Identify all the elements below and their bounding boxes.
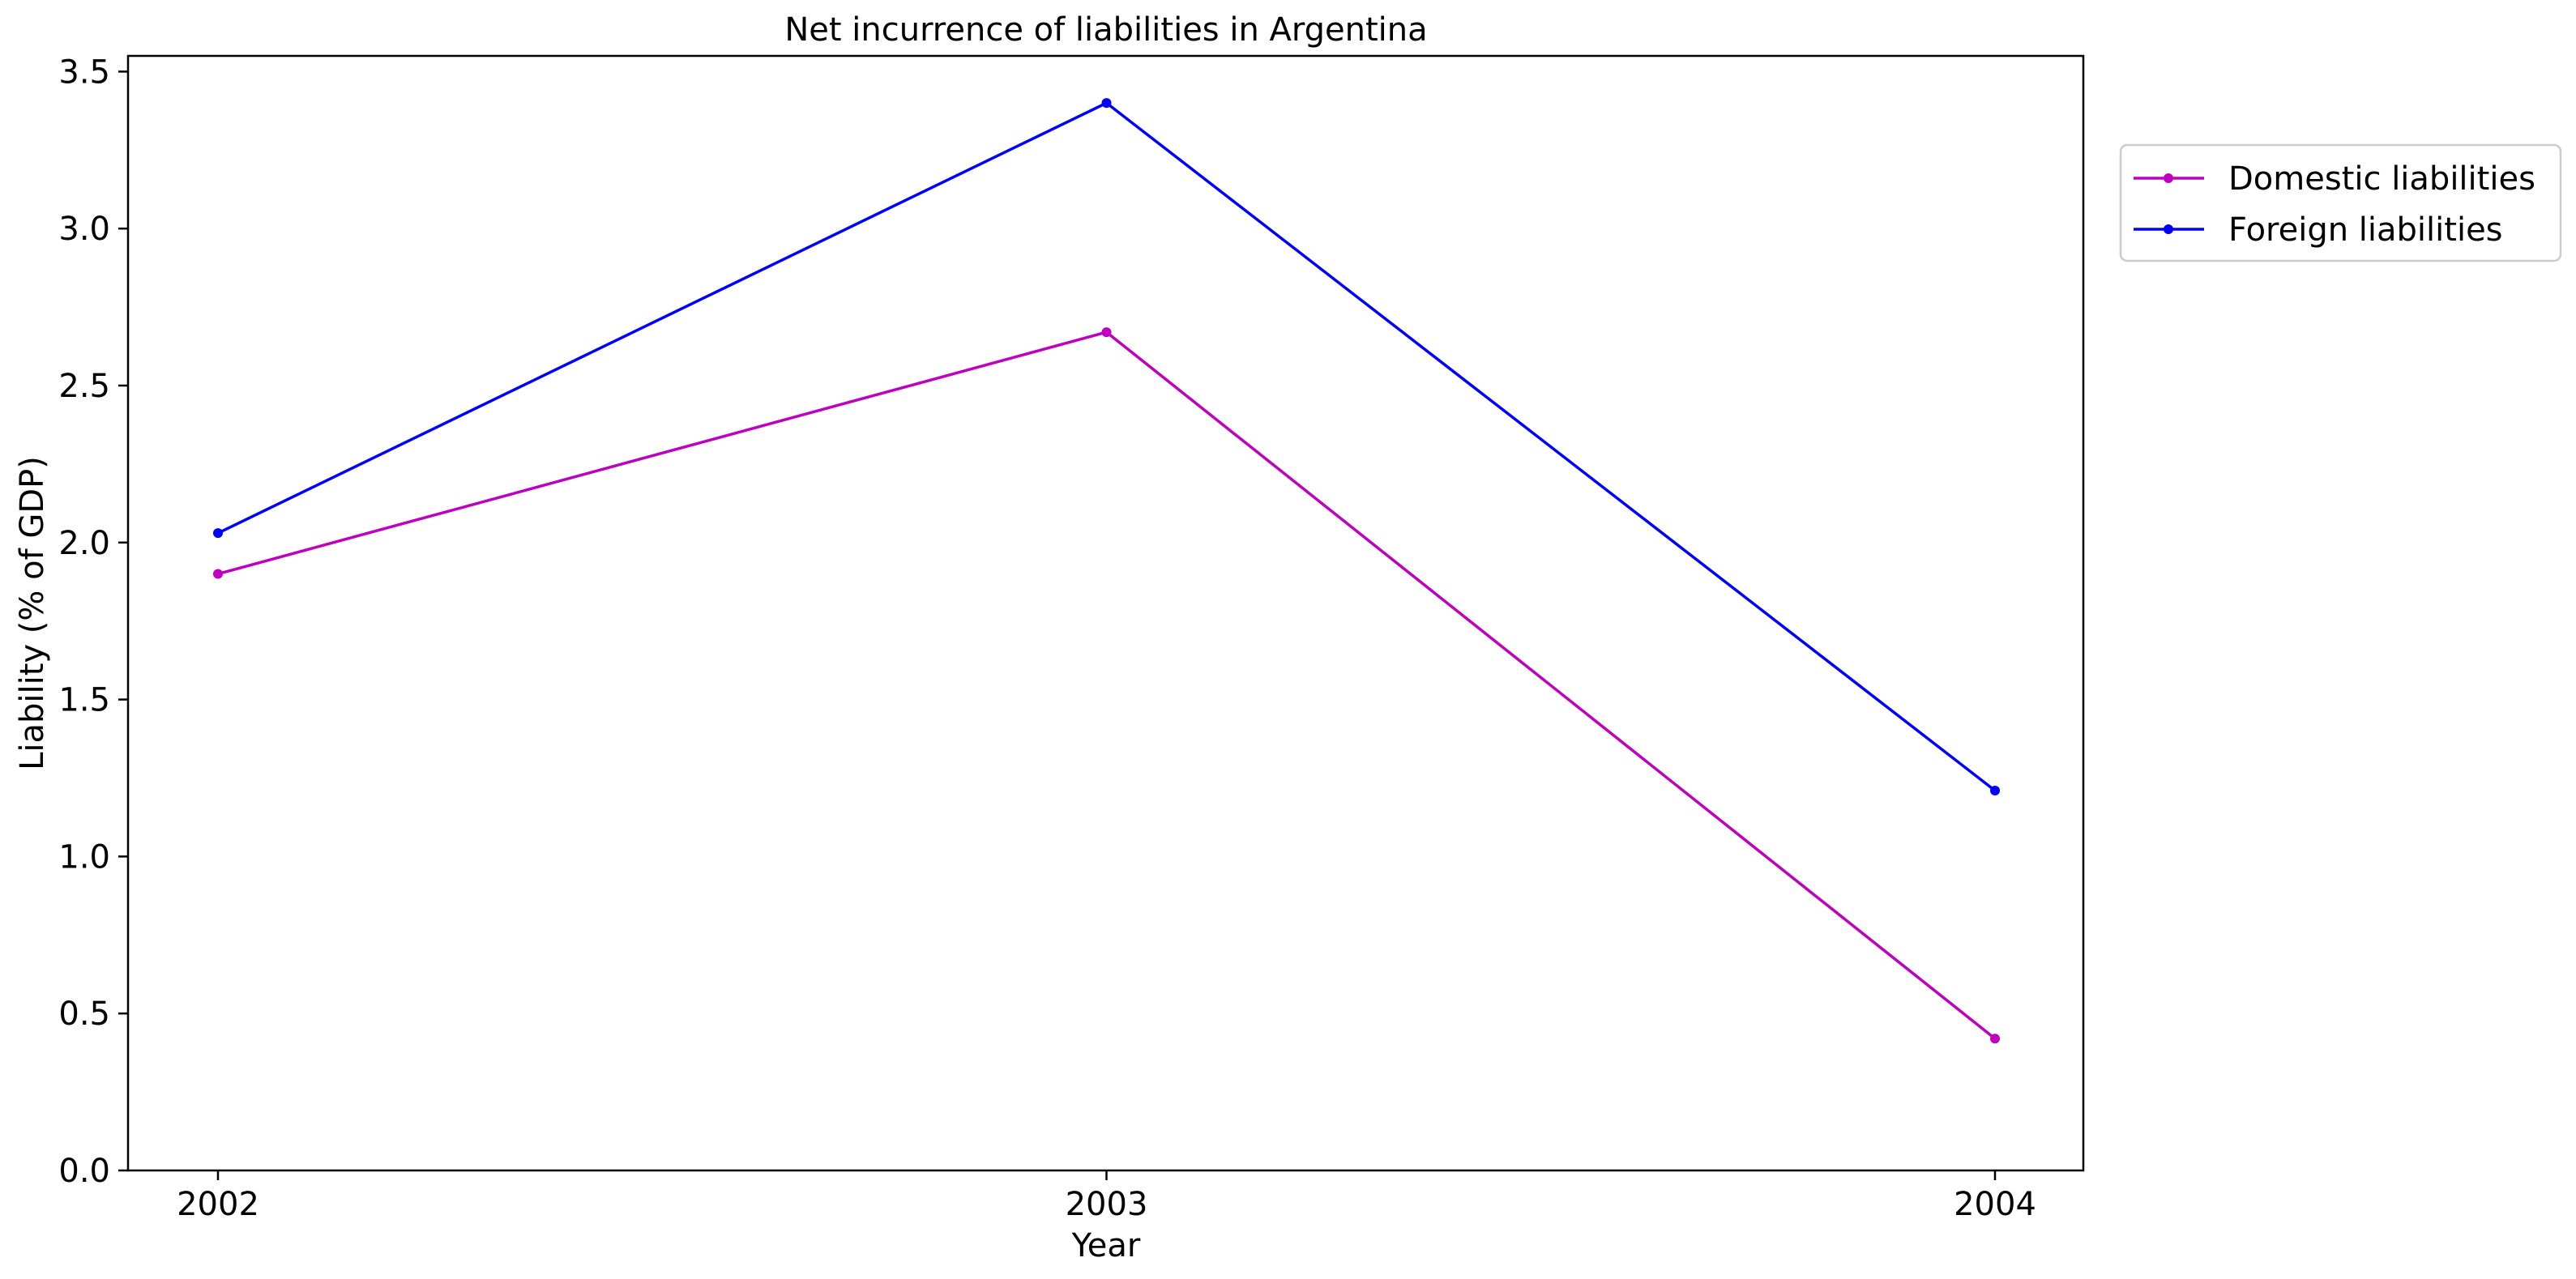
y-tick-label: 3.0	[58, 211, 110, 248]
legend-box	[2119, 143, 2562, 262]
legend-label: Domestic liabilities	[2228, 160, 2535, 198]
series-layer	[213, 98, 2000, 1044]
y-tick-label: 2.0	[58, 525, 110, 562]
data-point-domestic-liabilities	[1101, 327, 1112, 338]
y-tick-label: 1.0	[58, 838, 110, 876]
x-tick-label: 2003	[1066, 1186, 1148, 1223]
y-tick-label: 0.5	[58, 995, 110, 1033]
plot-area	[126, 54, 2085, 1172]
y-tick-label: 1.5	[58, 682, 110, 719]
legend-marker	[2164, 224, 2173, 234]
x-axis-label: Year	[1071, 1227, 1141, 1264]
data-point-domestic-liabilities	[213, 569, 223, 579]
x-tick-label: 2004	[1954, 1186, 2036, 1223]
y-tick-label: 2.5	[58, 368, 110, 405]
data-point-foreign-liabilities	[1101, 98, 1112, 109]
y-axis: 0.0 0.5 1.0 1.5 2.0 2.5 3.0 3.5	[58, 53, 128, 1190]
legend: Domestic liabilities Foreign liabilities	[2119, 143, 2562, 262]
data-point-domestic-liabilities	[1990, 1034, 2000, 1044]
y-tick-label: 0.0	[58, 1153, 110, 1190]
x-axis: 2002 2003 2004	[177, 1170, 2036, 1223]
y-axis-label: Liability (% of GDP)	[14, 456, 51, 770]
data-point-foreign-liabilities	[1990, 785, 2000, 795]
legend-label: Foreign liabilities	[2228, 211, 2503, 249]
data-point-foreign-liabilities	[213, 528, 223, 539]
y-tick-label: 3.5	[58, 53, 110, 91]
chart-title: Net incurrence of liabilities in Argenti…	[784, 11, 1427, 49]
x-tick-label: 2002	[177, 1186, 259, 1223]
legend-marker	[2164, 173, 2173, 183]
